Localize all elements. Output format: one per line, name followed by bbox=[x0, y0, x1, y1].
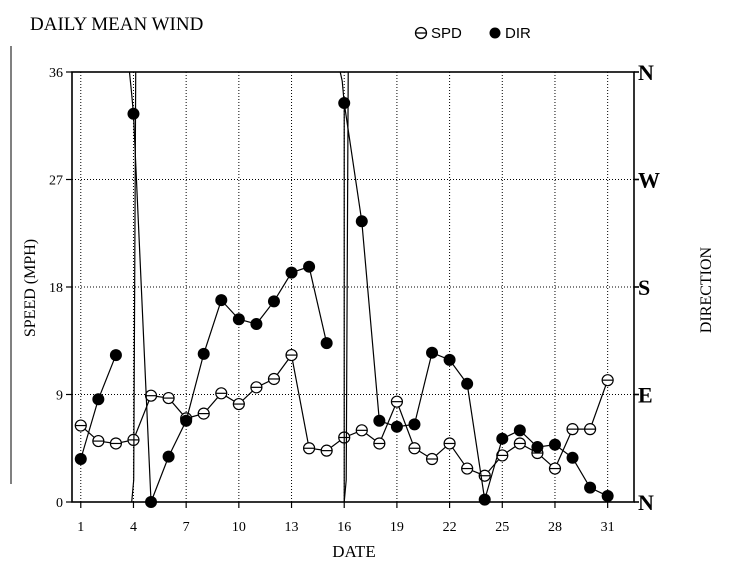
dir-wrap-line bbox=[128, 71, 135, 114]
x-tick-label: 16 bbox=[337, 520, 351, 535]
dir-point bbox=[443, 353, 456, 366]
y-tick-label: 27 bbox=[49, 174, 63, 189]
y-tick-label: 9 bbox=[56, 389, 63, 404]
dir-point bbox=[320, 337, 333, 350]
legend: SPD DIR bbox=[414, 25, 531, 42]
x-tick-label: 25 bbox=[495, 520, 509, 535]
x-tick-label: 13 bbox=[285, 520, 299, 535]
plot-frame bbox=[71, 71, 635, 503]
legend-spd-label: SPD bbox=[431, 25, 462, 42]
dir-point bbox=[197, 347, 210, 360]
dir-point bbox=[338, 97, 351, 110]
dir-point bbox=[92, 393, 105, 406]
dir-point bbox=[496, 432, 509, 445]
dir-point bbox=[408, 418, 421, 431]
dir-point bbox=[109, 349, 122, 362]
dir-point bbox=[303, 260, 316, 273]
dir-point bbox=[180, 414, 193, 427]
dir-point bbox=[478, 493, 491, 506]
dir-point bbox=[74, 453, 87, 465]
y2-tick-label: S bbox=[638, 275, 650, 300]
dir-point bbox=[531, 441, 544, 454]
dir-point bbox=[355, 215, 368, 228]
legend-dir-marker bbox=[489, 27, 501, 39]
dir-point bbox=[267, 295, 280, 308]
series-spd bbox=[74, 348, 614, 482]
x-axis-label: DATE bbox=[332, 542, 375, 561]
dir-point bbox=[461, 377, 474, 390]
dir-point bbox=[127, 107, 140, 120]
grid bbox=[72, 72, 634, 502]
dir-point bbox=[390, 420, 403, 433]
x-tick-label: 4 bbox=[130, 520, 137, 535]
dir-point bbox=[250, 318, 263, 331]
dir-point bbox=[232, 313, 245, 326]
dir-point bbox=[513, 424, 526, 437]
x-tick-label: 1 bbox=[77, 520, 84, 535]
series-dir bbox=[74, 71, 614, 508]
legend-dir-label: DIR bbox=[505, 25, 531, 42]
x-tick-label: 28 bbox=[548, 520, 562, 535]
y2-tick-label: W bbox=[638, 168, 660, 193]
dir-point bbox=[426, 346, 439, 359]
dir-point bbox=[162, 450, 175, 463]
y-tick-label: 0 bbox=[56, 496, 63, 511]
dir-point bbox=[566, 451, 579, 464]
x-tick-label: 31 bbox=[601, 520, 615, 535]
y2-tick-label: N bbox=[638, 490, 654, 515]
x-tick-label: 19 bbox=[390, 520, 404, 535]
dir-wrap-line bbox=[339, 71, 345, 104]
x-tick-label: 22 bbox=[443, 520, 457, 535]
y-tick-label: 18 bbox=[49, 281, 63, 296]
y-axis-label: SPEED (MPH) bbox=[22, 239, 39, 337]
y2-axis-label: DIRECTION bbox=[698, 246, 715, 333]
y-tick-label: 36 bbox=[49, 66, 63, 81]
dir-point bbox=[548, 438, 561, 451]
y2-tick-label: E bbox=[638, 383, 653, 408]
dir-point bbox=[373, 414, 386, 427]
dir-line bbox=[132, 113, 328, 503]
dir-point bbox=[584, 481, 597, 494]
dir-wrap-line bbox=[131, 71, 137, 503]
x-tick-label: 10 bbox=[232, 520, 246, 535]
dir-point bbox=[285, 266, 298, 279]
chart-title: DAILY MEAN WIND bbox=[30, 14, 203, 35]
y2-tick-label: N bbox=[638, 60, 654, 85]
x-tick-label: 7 bbox=[183, 520, 190, 535]
dir-point bbox=[601, 490, 614, 503]
dir-wrap-line bbox=[343, 71, 349, 503]
dir-point bbox=[215, 294, 228, 307]
axis-ticks: 1 4 7 10 13 16 19 22 25 28 31 0 9 18 27 36 N E S W N bbox=[49, 60, 660, 535]
